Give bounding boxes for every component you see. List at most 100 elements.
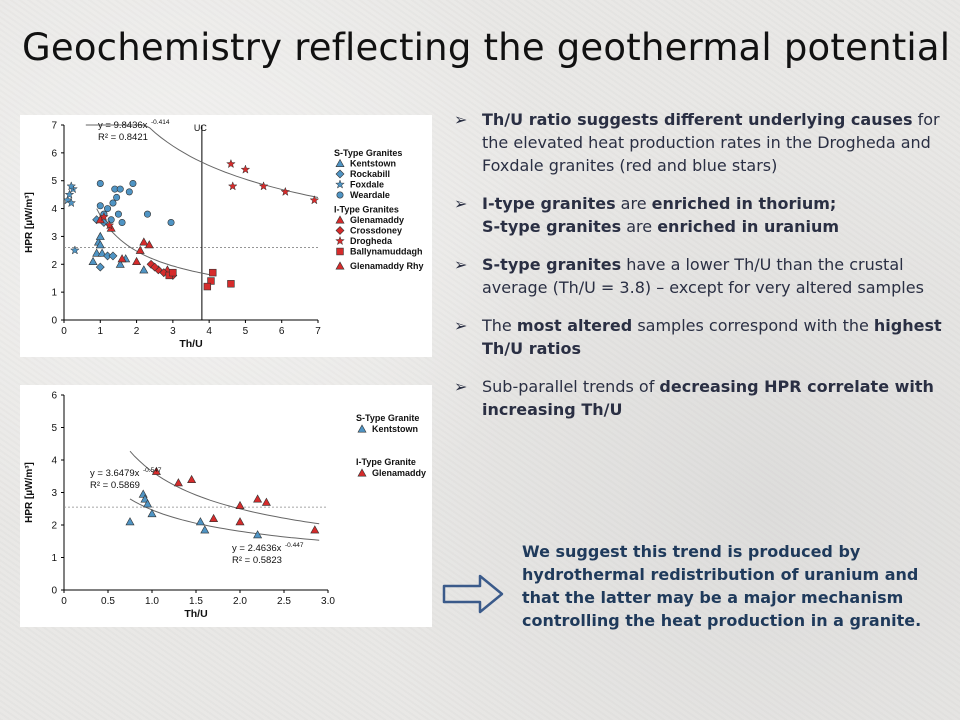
y-tick-label: 6	[51, 148, 57, 159]
power-trend-curve	[129, 498, 320, 541]
bullet-text-part: highest Th/U ratios	[482, 316, 942, 358]
x-tick-label: 2.0	[233, 596, 247, 607]
legend-entry-label: Ballynamuddagh	[350, 247, 423, 257]
x-tick-label: 1.0	[145, 596, 159, 607]
data-point	[118, 219, 126, 227]
data-point	[113, 193, 121, 201]
chart-2-svg: 0 0.5 1.0 1.5 2.0 2.5 3.0 0 1 2 3 4 5 6 Th/U HPR [µW/m³…	[24, 391, 426, 621]
legend-entry-label: Kentstown	[350, 159, 396, 169]
legend-marker	[335, 215, 345, 224]
bullet-text-part: are	[615, 194, 652, 213]
data-point	[167, 219, 175, 227]
x-tick-label: 1.5	[189, 596, 203, 607]
data-point	[240, 164, 251, 174]
data-point	[253, 494, 263, 503]
legend-marker	[335, 261, 345, 270]
bullet-item: ➢ The most altered samples correspond wit…	[452, 314, 950, 360]
legend-group-title: S-Type Granites	[334, 148, 402, 158]
power-trend-curve	[96, 208, 217, 277]
x-tick-label: 1	[98, 326, 104, 337]
bullet-text-part: S-type granites	[482, 255, 622, 274]
legend-entry-label: Glenamaddy	[350, 215, 404, 225]
data-point	[104, 220, 115, 230]
y-tick-label: 3	[51, 232, 57, 243]
legend-group-title: I-Type Granite	[356, 457, 416, 467]
data-point	[109, 199, 117, 207]
bullet-item: ➢ S-type granites have a lower Th/U than …	[452, 253, 950, 299]
legend-entry-label: Glenamaddy	[372, 468, 426, 478]
data-point	[143, 210, 151, 218]
y-tick-label: 1	[51, 288, 57, 299]
legend-entry-label: Crossdoney	[350, 226, 402, 236]
bullet-text-part: for the elevated heat production rates i…	[482, 110, 940, 175]
data-point	[310, 525, 320, 534]
y-tick-label: 7	[51, 121, 57, 132]
data-point	[99, 211, 109, 222]
heat-production-chart-full: 0 1 2 3 4 5 6 7 0 1 2 3 4 5 6 7 Th/U HPR [µW/m³] UC y = 9.8…	[20, 115, 432, 357]
data-point	[95, 231, 105, 240]
data-point	[173, 478, 183, 487]
data-point	[209, 268, 217, 277]
data-point	[104, 205, 112, 213]
data-point	[132, 256, 142, 265]
data-point	[114, 210, 122, 218]
y-tick-label: 2	[51, 260, 57, 271]
bullet-text-part: enriched in thorium;	[651, 194, 837, 213]
data-point	[115, 259, 125, 268]
y-axis-label: HPR [µW/m³]	[24, 192, 35, 253]
y-tick-label: 2	[51, 521, 57, 532]
legend-group-title: I-Type Granites	[334, 205, 399, 215]
bullet-text-part: Sub-parallel trends of	[482, 377, 660, 396]
data-point	[147, 509, 157, 518]
data-point	[150, 262, 160, 272]
data-point	[129, 180, 137, 188]
data-point	[64, 189, 75, 199]
data-point	[227, 280, 235, 288]
bullet-item: ➢ Sub-parallel trends of decreasing HPR c…	[452, 375, 950, 421]
legend-marker	[335, 235, 345, 246]
trend-equation-exponent: -0.447	[285, 542, 304, 549]
data-point	[140, 494, 150, 503]
data-point	[235, 500, 245, 509]
y-tick-label: 4	[51, 456, 57, 467]
x-tick-label: 6	[279, 326, 285, 337]
bullet-text-part: are	[621, 217, 658, 236]
data-point	[258, 181, 269, 191]
data-point	[200, 525, 210, 534]
data-point	[139, 237, 149, 246]
trend-equation-exponent: -0.414	[151, 119, 170, 126]
legend-marker	[357, 424, 367, 433]
bullet-text-part: decreasing HPR correlate with increasing…	[482, 377, 934, 419]
data-point	[95, 262, 105, 272]
legend-marker	[336, 191, 344, 199]
arrow-bullet-icon: ➢	[454, 110, 468, 129]
data-point	[117, 254, 127, 263]
trend-r-squared: R² = 0.5869	[90, 480, 140, 491]
data-point	[96, 202, 104, 210]
legend-entry-label: Kentstown	[372, 424, 418, 434]
data-point	[235, 517, 245, 526]
x-axis-label: Th/U	[184, 608, 207, 620]
chart-1-svg: 0 1 2 3 4 5 6 7 0 1 2 3 4 5 6 7 Th/U HPR [µW/m³] UC y = 9.8…	[24, 119, 424, 350]
upper-crust-label: UC	[194, 123, 207, 133]
data-point	[203, 282, 212, 291]
x-tick-label: 3	[170, 326, 176, 337]
x-tick-label: 2	[134, 326, 140, 337]
x-tick-label: 3.0	[321, 596, 335, 607]
x-tick-label: 4	[206, 326, 212, 337]
right-arrow-outline-icon	[440, 572, 508, 616]
trend-r-squared: R² = 0.5823	[232, 555, 282, 566]
bullet-list: ➢ Th/U ratio suggests different underlyin…	[452, 108, 950, 436]
data-point	[96, 180, 104, 188]
data-point	[66, 197, 77, 208]
bullet-text-part: The	[482, 316, 517, 335]
arrow-bullet-icon: ➢	[454, 316, 468, 335]
data-point	[280, 186, 291, 197]
data-point	[261, 497, 271, 506]
legend-entry-label: Glenamaddy Rhy	[350, 261, 424, 271]
bullet-text-part: I-type granites	[482, 194, 616, 213]
conclusion-text: We suggest this trend is produced by hyd…	[522, 542, 922, 630]
trend-equation: y = 2.4636x	[232, 543, 282, 554]
data-point	[139, 265, 149, 274]
data-point	[151, 466, 161, 475]
